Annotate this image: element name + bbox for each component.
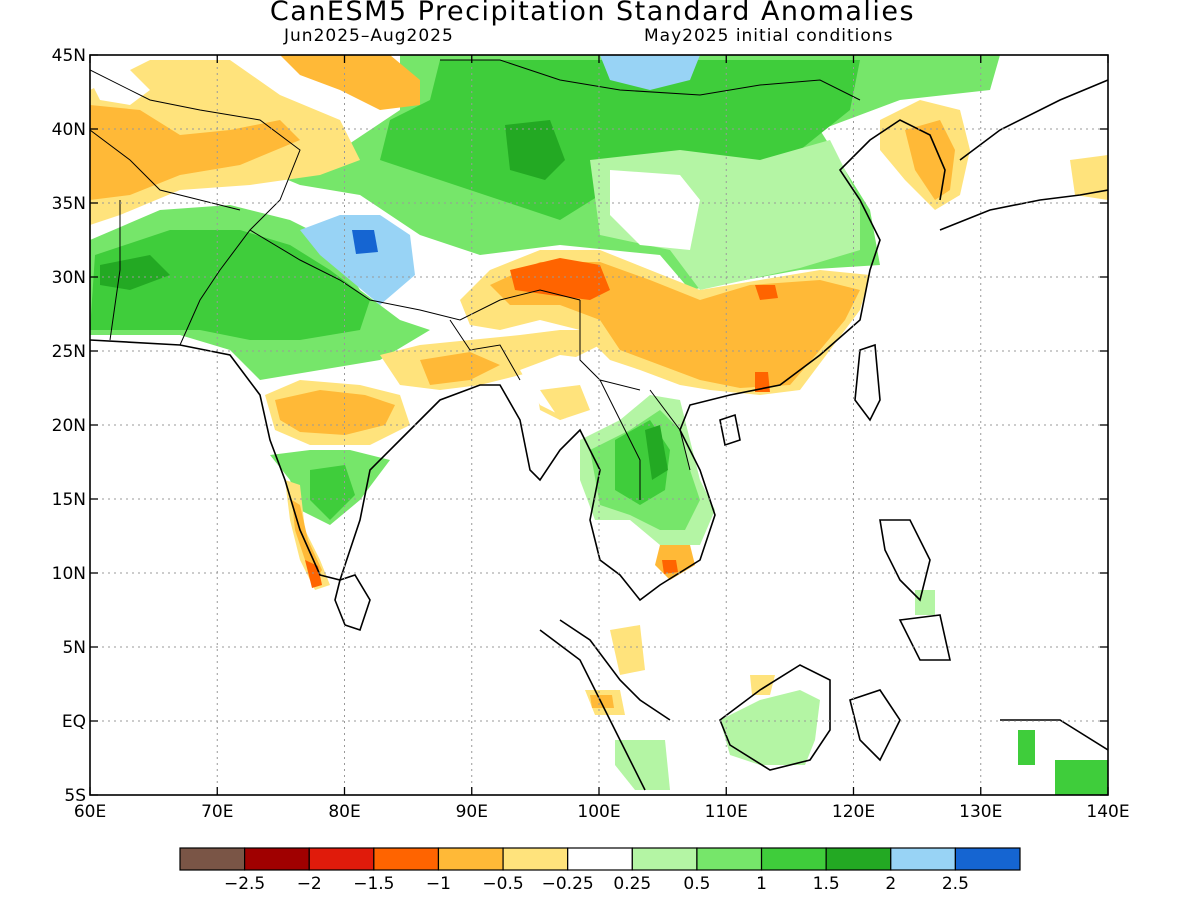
lat-label: 15N — [52, 490, 86, 510]
lon-label: 90E — [456, 802, 488, 822]
colorbar-swatch — [373, 847, 440, 871]
lat-label: 5S — [64, 786, 86, 806]
colorbar-swatch — [825, 847, 892, 871]
lat-label: EQ — [62, 712, 86, 732]
colorbar-swatch — [696, 847, 763, 871]
lon-label: 100E — [577, 802, 620, 822]
colorbar-label: −1 — [426, 874, 451, 894]
lat-label: 25N — [52, 342, 86, 362]
lon-label: 110E — [705, 802, 748, 822]
graticule — [90, 55, 1108, 795]
lat-label: 20N — [52, 416, 86, 436]
anomaly-field — [90, 55, 1108, 795]
colorbar-label: 0.25 — [613, 874, 651, 894]
colorbar-swatch — [760, 847, 827, 871]
colorbar-label: −1.5 — [353, 874, 394, 894]
longitude-axis: 60E 70E 80E 90E 100E 110E 120E 130E 140E — [74, 55, 1130, 822]
initial-conditions: May2025 initial conditions — [644, 26, 894, 46]
lon-label: 120E — [832, 802, 875, 822]
colorbar-label: 1.5 — [813, 874, 840, 894]
colorbar: −2.5 −2 −1.5 −1 −0.5 −0.25 0.25 0.5 1 1.5 2 2.5 — [179, 847, 1021, 894]
colorbar-swatch — [567, 847, 633, 871]
lat-label: 40N — [52, 120, 86, 140]
colorbar-label: −0.5 — [482, 874, 523, 894]
colorbar-swatch — [179, 847, 246, 871]
coastlines — [90, 79, 1108, 791]
colorbar-swatch — [437, 847, 504, 871]
lat-label: 10N — [52, 564, 86, 584]
forecast-period: Jun2025–Aug2025 — [284, 26, 454, 46]
colorbar-swatch — [244, 847, 310, 871]
borders — [90, 59, 861, 500]
colorbar-swatch — [502, 847, 569, 871]
colorbar-swatch — [631, 847, 698, 871]
colorbar-swatch — [890, 847, 956, 871]
colorbar-label: −0.25 — [542, 874, 594, 894]
lat-label: 5N — [62, 638, 86, 658]
lon-label: 140E — [1086, 802, 1129, 822]
chart-title: CanESM5 Precipitation Standard Anomalies — [269, 0, 916, 27]
lon-label: 70E — [201, 802, 233, 822]
colorbar-label: 1 — [756, 874, 767, 894]
lon-label: 60E — [74, 802, 106, 822]
colorbar-swatch — [954, 847, 1021, 871]
lon-label: 130E — [959, 802, 1002, 822]
colorbar-label: −2 — [297, 874, 322, 894]
colorbar-label: 0.5 — [683, 874, 710, 894]
lat-label: 35N — [52, 194, 86, 214]
colorbar-label: 2 — [885, 874, 896, 894]
colorbar-swatch — [308, 847, 375, 871]
colorbar-label: 2.5 — [942, 874, 969, 894]
latitude-axis: 45N 40N 35N 30N 25N 20N 15N 10N 5N EQ 5S — [52, 46, 1108, 806]
lat-label: 30N — [52, 268, 86, 288]
lat-label: 45N — [52, 46, 86, 66]
lon-label: 80E — [328, 802, 360, 822]
colorbar-label: −2.5 — [224, 874, 265, 894]
